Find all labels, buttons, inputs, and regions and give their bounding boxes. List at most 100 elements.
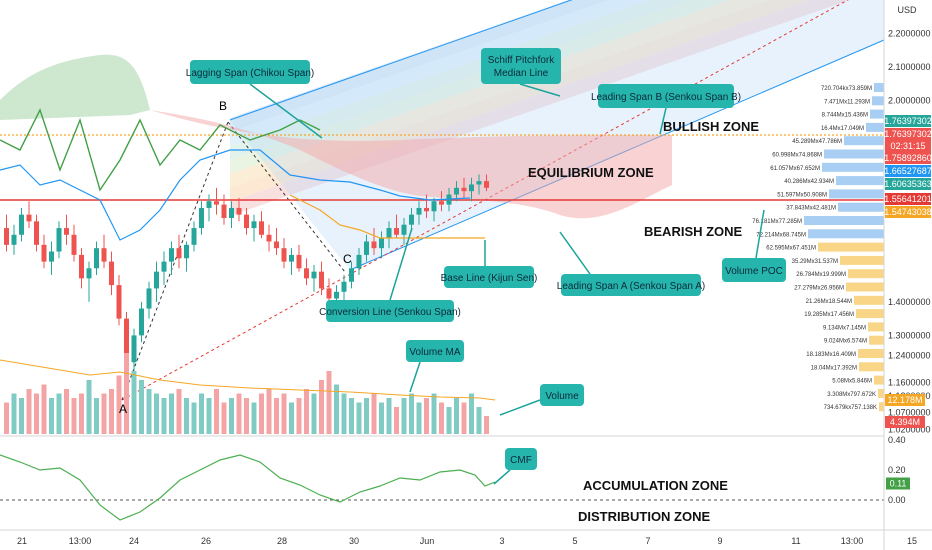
candle: [296, 244, 302, 272]
time-tick: 30: [349, 536, 359, 546]
callout-leading-span-a[interactable]: Leading Span A (Senkou Span A): [557, 231, 705, 296]
callout-base-line[interactable]: Base Line (Kijun Sen): [441, 240, 538, 288]
price-badge: 1.75892860: [884, 153, 932, 163]
volume-profile-label: 18.183Mx16.409M: [806, 352, 856, 358]
candle: [364, 234, 369, 262]
volume-profile-label: 35.29Mx31.537M: [792, 259, 838, 265]
volume-profile-label: 40.286Mx42.934M: [784, 179, 834, 185]
volume-bar: [401, 398, 407, 434]
volume-bar: [296, 398, 302, 434]
volume-profile-label: 16.4Mx17.049M: [821, 126, 864, 132]
candle: [71, 224, 77, 262]
candle: [19, 207, 24, 242]
candle: [79, 248, 84, 289]
price-axis-ticks: 2.20000002.10000002.00000001.90000001.40…: [888, 29, 931, 435]
price-tick: 1.3000000: [888, 330, 931, 340]
volume-bar: [131, 371, 137, 434]
volume-bar: [4, 402, 9, 434]
volume-bar: [206, 398, 212, 434]
price-tick: 2.2000000: [888, 29, 931, 39]
callout-conversion-line[interactable]: Conversion Line (Senkou Span): [319, 227, 461, 322]
volume-bar: [394, 407, 399, 434]
price-tick: 1.0200000: [888, 424, 931, 434]
candle: [394, 214, 399, 239]
volume-bar: [139, 380, 144, 434]
price-tick: 2.1000000: [888, 62, 931, 72]
callout-lagging-span[interactable]: Lagging Span (Chikou Span): [186, 60, 323, 139]
volume-bar: [154, 393, 159, 434]
time-tick: 26: [201, 536, 211, 546]
volume-badge: 4.394M: [890, 417, 920, 427]
candle: [371, 228, 377, 255]
time-tick: 28: [277, 536, 287, 546]
volume-bar: [26, 389, 32, 434]
volume-profile-label: 76.181Mx77.285M: [752, 219, 802, 225]
time-tick: 13:00: [69, 536, 92, 546]
price-badge: 1.54743038: [884, 207, 932, 217]
candle: [416, 201, 422, 225]
cmf-current-badge: 0.11: [890, 479, 907, 489]
volume-bar: [304, 389, 309, 434]
volume-bar: [116, 375, 122, 434]
volume-profile-label: 27.279Mx26.956M: [794, 286, 844, 292]
candle: [41, 234, 47, 269]
volume-profile-label: 51.597Mx50.908M: [777, 192, 827, 198]
volume-bar: [236, 393, 242, 434]
time-tick: 5: [572, 536, 577, 546]
volume-bar: [476, 407, 482, 434]
candle: [176, 234, 182, 269]
cmf-tick: 0.20: [888, 465, 906, 475]
candle: [289, 248, 294, 276]
callout-leading-span-b[interactable]: Leading Span B (Senkou Span B): [591, 84, 741, 135]
candle: [101, 234, 107, 269]
candle: [244, 207, 249, 235]
candle: [154, 261, 159, 302]
candle: [56, 221, 62, 259]
candle: [184, 241, 189, 272]
candle: [259, 211, 264, 239]
volume-bar: [379, 402, 384, 434]
candle: [199, 201, 204, 235]
time-tick: 24: [129, 536, 139, 546]
volume-profile-label: 60.998Mx74.868M: [772, 153, 822, 159]
callout-volume-ma[interactable]: Volume MA: [406, 340, 464, 393]
volume-bar: [446, 407, 452, 434]
volume-bar: [341, 393, 347, 434]
candle: [26, 201, 32, 229]
volume-bar: [86, 380, 92, 434]
callout-lagging-span-text: Lagging Span (Chikou Span): [186, 68, 314, 79]
candle: [229, 201, 234, 229]
callout-volume[interactable]: Volume: [499, 384, 584, 416]
volume-profile-label: 45.289Mx47.786M: [792, 139, 842, 145]
volume-profile-label: 734.679kx757.138K: [824, 405, 877, 411]
price-tick: 1.0700000: [888, 408, 931, 418]
candle: [386, 221, 392, 249]
volume-bar: [326, 371, 332, 434]
price-badge: 1.66527687: [884, 166, 932, 176]
candle: [161, 251, 167, 286]
zone-accumulation: ACCUMULATION ZONE: [583, 478, 728, 493]
candle: [34, 214, 39, 252]
volume-bar: [11, 393, 17, 434]
volume-bar: [469, 393, 474, 434]
callout-leading-span-b-text: Leading Span B (Senkou Span B): [591, 92, 741, 103]
callout-cmf[interactable]: CMF: [493, 448, 537, 485]
candle: [169, 241, 174, 276]
time-tick: Jun: [420, 536, 435, 546]
volume-bar: [244, 398, 249, 434]
volume-bar: [56, 393, 62, 434]
volume-bar: [199, 393, 204, 434]
volume-bar: [259, 393, 264, 434]
volume-profile-label: 7.471Mx11.293M: [824, 99, 870, 105]
candle: [109, 251, 114, 296]
callout-leading-span-a-text: Leading Span A (Senkou Span A): [557, 281, 705, 292]
candles-group: [4, 174, 489, 376]
candle: [401, 218, 407, 245]
callout-volume-poc[interactable]: Volume POC: [722, 209, 786, 282]
candle: [236, 197, 242, 222]
volume-bar: [289, 402, 294, 434]
volume-bar: [71, 398, 77, 434]
volume-profile-label: 19.285Mx17.456M: [804, 312, 854, 318]
callout-pitchfork[interactable]: Schiff Pitchfork Median Line: [481, 48, 561, 97]
